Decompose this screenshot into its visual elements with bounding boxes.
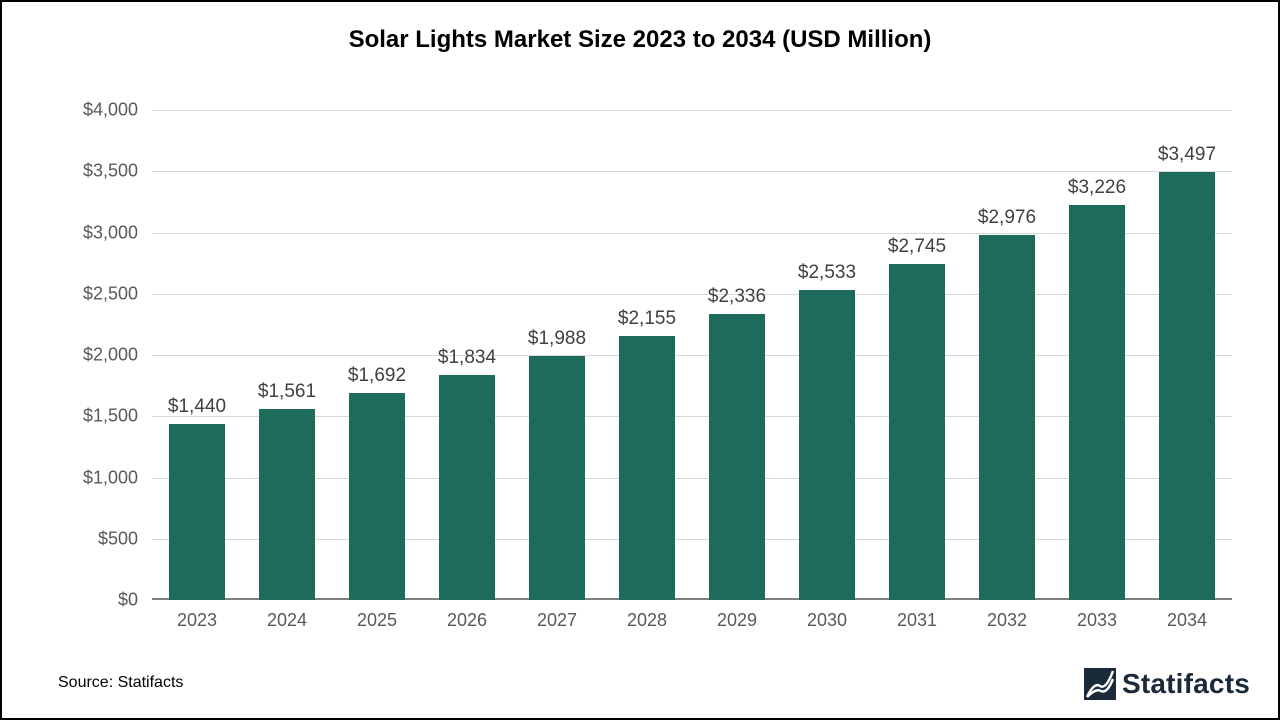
x-tick-label: 2034 — [1167, 600, 1207, 631]
gridline — [152, 110, 1232, 111]
bar-value-label: $2,745 — [888, 236, 946, 264]
bar: $2,533 — [799, 290, 855, 600]
x-tick-label: 2027 — [537, 600, 577, 631]
bar-value-label: $1,834 — [438, 347, 496, 375]
chart-frame: Solar Lights Market Size 2023 to 2034 (U… — [0, 0, 1280, 720]
x-tick-label: 2029 — [717, 600, 757, 631]
bar-value-label: $1,440 — [168, 396, 226, 424]
y-tick-label: $500 — [98, 528, 152, 549]
bar-value-label: $1,692 — [348, 365, 406, 393]
x-tick-label: 2028 — [627, 600, 667, 631]
x-tick-label: 2030 — [807, 600, 847, 631]
brand-text: Statifacts — [1122, 668, 1250, 700]
bar: $3,497 — [1159, 172, 1215, 600]
y-tick-label: $2,000 — [83, 345, 152, 366]
bar-value-label: $2,976 — [978, 207, 1036, 235]
bar-value-label: $3,226 — [1068, 177, 1126, 205]
bar: $2,745 — [889, 264, 945, 600]
y-tick-label: $1,000 — [83, 467, 152, 488]
y-tick-label: $3,000 — [83, 222, 152, 243]
chart-title: Solar Lights Market Size 2023 to 2034 (U… — [2, 26, 1278, 54]
brand-logo: Statifacts — [1084, 668, 1250, 700]
source-attribution: Source: Statifacts — [58, 674, 183, 692]
x-tick-label: 2024 — [267, 600, 307, 631]
bar: $3,226 — [1069, 205, 1125, 600]
bar: $2,336 — [709, 314, 765, 600]
x-tick-label: 2032 — [987, 600, 1027, 631]
brand-mark-icon — [1084, 668, 1116, 700]
bar-value-label: $2,336 — [708, 286, 766, 314]
bar: $1,834 — [439, 375, 495, 600]
bar: $1,561 — [259, 409, 315, 600]
x-tick-label: 2023 — [177, 600, 217, 631]
gridline — [152, 171, 1232, 172]
bar-value-label: $2,533 — [798, 262, 856, 290]
bar-value-label: $1,988 — [528, 328, 586, 356]
y-tick-label: $4,000 — [83, 100, 152, 121]
bar: $2,155 — [619, 336, 675, 600]
y-tick-label: $1,500 — [83, 406, 152, 427]
x-tick-label: 2025 — [357, 600, 397, 631]
x-tick-label: 2031 — [897, 600, 937, 631]
y-tick-label: $2,500 — [83, 283, 152, 304]
y-tick-label: $0 — [118, 590, 152, 611]
y-tick-label: $3,500 — [83, 161, 152, 182]
bar: $2,976 — [979, 235, 1035, 600]
x-tick-label: 2033 — [1077, 600, 1117, 631]
x-tick-label: 2026 — [447, 600, 487, 631]
bar: $1,988 — [529, 356, 585, 600]
bar-chart-plot: $0$500$1,000$1,500$2,000$2,500$3,000$3,5… — [152, 110, 1232, 600]
bar: $1,440 — [169, 424, 225, 600]
bar: $1,692 — [349, 393, 405, 600]
bar-value-label: $2,155 — [618, 308, 676, 336]
bar-value-label: $1,561 — [258, 381, 316, 409]
bar-value-label: $3,497 — [1158, 144, 1216, 172]
